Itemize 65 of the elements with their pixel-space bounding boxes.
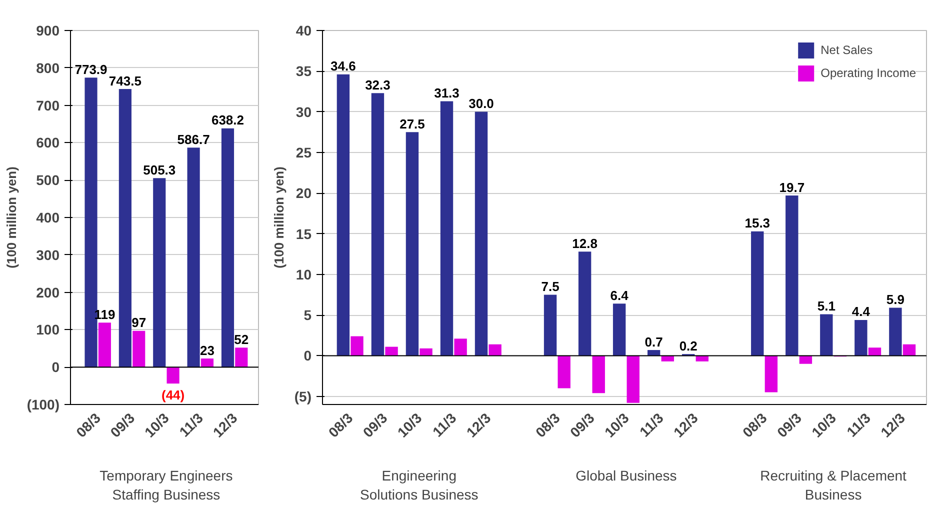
data-label: 97: [132, 315, 146, 330]
y-tick-label: 10: [296, 266, 312, 282]
y-tick-label: 900: [36, 22, 60, 38]
y-tick-label: 500: [36, 172, 60, 188]
y-tick-label: 40: [296, 22, 312, 38]
data-label: 773.9: [74, 62, 108, 77]
data-label: 19.7: [779, 180, 805, 195]
y-tick-label: 0: [304, 348, 312, 364]
y-tick-label: 100: [36, 322, 60, 338]
data-label: 0.7: [644, 334, 663, 350]
data-label: 586.7: [177, 132, 210, 147]
x-tick-label: 08/3: [325, 410, 356, 440]
data-label: 4.4: [852, 304, 871, 320]
x-tick-label: 08/3: [739, 410, 770, 440]
x-tick-label: 11/3: [429, 410, 460, 440]
data-label: 15.3: [744, 216, 770, 231]
y-tick-label: 300: [36, 246, 60, 263]
data-label: 6.4: [610, 288, 630, 303]
data-label: 23: [200, 342, 214, 358]
legend-label: Net Sales: [820, 43, 873, 57]
y-tick-label: 5: [304, 307, 312, 324]
data-label: 0.2: [679, 338, 698, 354]
y-tick-label: 800: [36, 60, 60, 76]
data-label: 34.6: [330, 58, 356, 74]
x-tick-label: 11/3: [636, 410, 667, 440]
y-tick-label: 0: [52, 359, 60, 376]
x-tick-label: 08/3: [532, 410, 564, 440]
y-tick-label: 30: [296, 104, 312, 120]
x-tick-label: 11/3: [176, 410, 206, 440]
y-axis-title: (100 million yen): [4, 166, 19, 268]
y-tick-label: 20: [296, 185, 312, 202]
data-label: 52: [234, 332, 249, 347]
data-label: 638.2: [211, 112, 244, 128]
data-label: 31.3: [434, 85, 460, 100]
y-tick-label: 400: [36, 210, 60, 226]
legend-label: Operating Income: [820, 66, 916, 80]
y-axis-title: (100 million yen): [271, 166, 286, 268]
x-tick-label: 11/3: [843, 410, 874, 440]
data-label: 7.5: [541, 279, 560, 294]
x-tick-label: 08/3: [72, 410, 104, 440]
data-label: 5.9: [886, 292, 904, 308]
data-label: 32.3: [365, 77, 390, 92]
data-label: (44): [161, 387, 185, 402]
data-label: 27.5: [400, 116, 425, 132]
text: Engineering Solutions Business: [360, 468, 478, 503]
data-label: 30.0: [468, 96, 494, 112]
y-tick-label: 35: [296, 63, 312, 80]
text: Recruiting & Placement Business: [760, 468, 907, 503]
x-tick-label: 09/3: [107, 410, 138, 440]
data-label: 505.3: [143, 162, 176, 178]
y-tick-label: (5): [294, 388, 312, 404]
y-tick-label: 200: [36, 284, 60, 300]
data-label: 743.5: [108, 73, 142, 88]
text: Global Business: [576, 468, 677, 484]
y-tick-label: 600: [36, 134, 60, 151]
y-tick-label: 700: [36, 97, 60, 114]
data-label: 5.1: [817, 298, 836, 314]
x-tick-label: 09/3: [360, 410, 390, 440]
data-label: 12.8: [572, 236, 598, 251]
y-tick-label: (100): [26, 396, 60, 412]
text: Temporary Engineers Staffing Business: [100, 468, 233, 503]
y-tick-label: 25: [296, 144, 312, 160]
x-tick-label: 09/3: [774, 410, 805, 440]
x-tick-label: 09/3: [566, 410, 598, 440]
y-tick-label: 15: [296, 226, 312, 242]
